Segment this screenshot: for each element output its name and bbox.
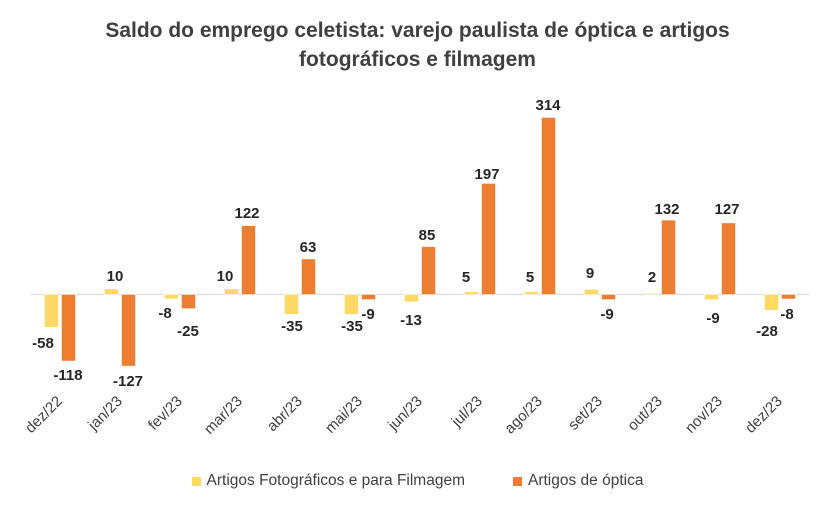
x-tick-label: abr/23: [264, 393, 306, 435]
data-label-optica: -9: [361, 306, 374, 323]
legend: Artigos Fotográficos e para Filmagem Art…: [0, 470, 835, 492]
bar-fotograficos-out/23: [644, 293, 659, 295]
x-tick-label: jun/23: [384, 393, 426, 435]
x-tick-label: jan/23: [84, 393, 126, 435]
x-tick-label: set/23: [565, 393, 606, 434]
data-label-fotograficos: 5: [462, 269, 470, 286]
bar-optica-fev/23: [181, 294, 196, 309]
chart-title: Saldo do emprego celetista: varejo pauli…: [60, 16, 775, 74]
data-label-optica: 132: [654, 201, 679, 218]
legend-item-fotograficos: Artigos Fotográficos e para Filmagem: [191, 472, 465, 490]
data-label-optica: 122: [234, 205, 259, 222]
x-tick-label: mai/23: [322, 393, 366, 437]
x-tick-label: nov/23: [682, 393, 726, 437]
data-label-optica: 127: [714, 201, 739, 218]
bar-optica-abr/23: [301, 258, 316, 295]
bar-optica-mai/23: [361, 294, 376, 300]
x-tick-label: out/23: [624, 393, 666, 435]
x-tick-label: mar/23: [201, 393, 246, 438]
data-label-extra: -9: [706, 310, 719, 327]
data-label-extra: -28: [756, 323, 778, 340]
bar-fotograficos-dez/22: [44, 294, 59, 328]
chart-title-line-1: Saldo do emprego celetista: varejo pauli…: [105, 19, 730, 42]
bar-fotograficos-jun/23: [404, 294, 419, 303]
data-label-fotograficos: -35: [341, 318, 363, 335]
bar-optica-dez/22: [61, 294, 76, 362]
data-label-fotograficos: -35: [281, 318, 303, 335]
data-label-fotograficos: 10: [107, 268, 124, 285]
bar-fotograficos-abr/23: [284, 294, 299, 315]
data-label-fotograficos: 2: [648, 269, 656, 286]
data-label-optica: 314: [535, 97, 561, 114]
data-label-fotograficos: -13: [400, 312, 422, 329]
x-tick-label: dez/22: [22, 393, 66, 437]
data-label-optica: 197: [474, 166, 499, 183]
bar-fotograficos-jul/23: [464, 291, 479, 295]
bar-fotograficos-set/23: [584, 289, 599, 295]
data-label-fotograficos: 9: [586, 265, 594, 282]
legend-label-fotograficos: Artigos Fotográficos e para Filmagem: [206, 472, 465, 489]
bar-optica-jul/23: [481, 183, 496, 295]
legend-label-optica: Artigos de óptica: [527, 472, 644, 489]
legend-swatch-fotograficos: [191, 476, 201, 486]
data-label-fotograficos: 5: [526, 269, 534, 286]
data-label-optica: 63: [300, 239, 317, 256]
bar-fotograficos-nov/23: [704, 294, 719, 300]
bar-fotograficos-mai/23: [344, 294, 359, 315]
bar-optica-out/23: [661, 219, 676, 295]
bar-optica-nov/23: [721, 222, 736, 295]
x-tick-label: fev/23: [145, 393, 186, 434]
data-label-optica: -8: [780, 306, 793, 323]
data-label-fotograficos: -8: [158, 305, 171, 322]
legend-item-optica: Artigos de óptica: [512, 472, 644, 490]
chart-title-line-2: fotográficos e filmagem: [299, 48, 536, 71]
bar-optica-ago/23: [541, 117, 556, 295]
bar-optica-jan/23: [121, 294, 136, 367]
bar-fotograficos-mar/23: [224, 288, 239, 295]
bar-fotograficos-dez/23: [764, 294, 779, 311]
bar-optica-mar/23: [241, 225, 256, 295]
bar-optica-set/23: [601, 294, 616, 300]
bar-fotograficos-fev/23: [164, 294, 179, 300]
x-tick-label: jul/23: [448, 393, 486, 431]
data-label-optica: -9: [600, 306, 613, 323]
bar-fotograficos-jan/23: [104, 288, 119, 295]
data-label-fotograficos: 10: [217, 268, 234, 285]
x-tick-label: dez/23: [742, 393, 786, 437]
bar-optica-dez/23: [781, 294, 796, 300]
data-label-fotograficos: -58: [32, 335, 54, 352]
bar-optica-jun/23: [421, 246, 436, 295]
data-label-optica: -25: [177, 323, 199, 340]
legend-swatch-optica: [512, 476, 522, 486]
bar-fotograficos-ago/23: [524, 291, 539, 295]
data-label-optica: -118: [53, 367, 82, 384]
x-tick-label: ago/23: [501, 393, 545, 437]
data-label-optica: -127: [113, 373, 143, 390]
data-label-optica: 85: [419, 227, 436, 244]
